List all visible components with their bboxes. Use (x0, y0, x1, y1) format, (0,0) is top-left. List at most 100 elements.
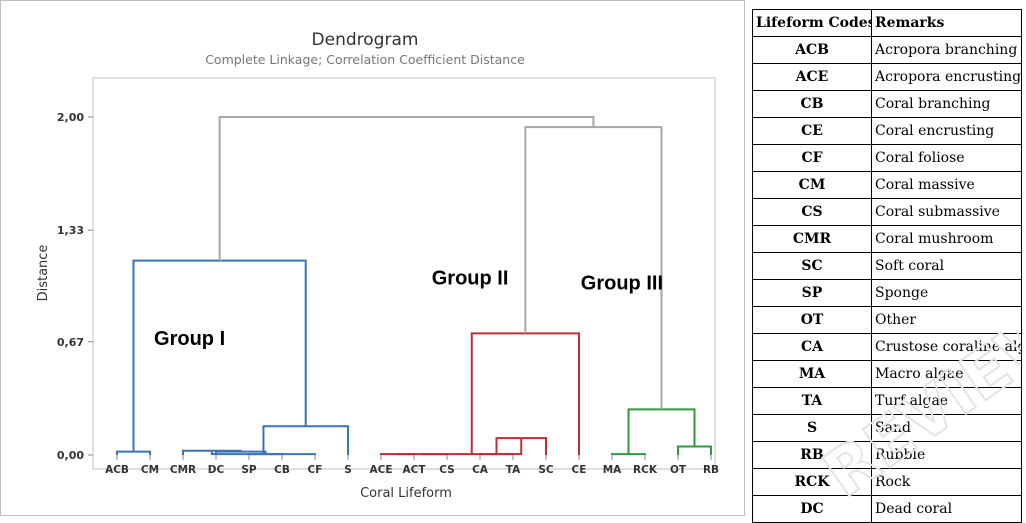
plot-area (92, 77, 716, 470)
remark-cell: Coral branching (871, 90, 1022, 118)
table-row: CMR Coral mushroom (752, 225, 1022, 253)
lifeform-code-cell: RCK (752, 468, 872, 496)
leaf-label: CA (472, 464, 489, 476)
table-row: DC Dead coral (752, 495, 1022, 523)
remark-cell: Coral mushroom (871, 225, 1022, 253)
leaf-label: CS (439, 464, 454, 476)
remark-cell: Rock (871, 468, 1022, 496)
leaf-label: ACE (369, 464, 392, 476)
remark-cell: Soft coral (871, 252, 1022, 280)
leaf-label: SP (241, 464, 257, 476)
y-axis-label: Distance (36, 245, 51, 302)
dendrogram-link-n6 (262, 425, 349, 455)
remark-cell: Coral submassive (871, 198, 1022, 226)
leaf-labels: ACB CM CMR DC SP CB CF S ACE ACT CS CA TA SC CE MA RCK OT… (105, 455, 719, 476)
remark-cell: Acropora encrusting (871, 63, 1022, 91)
dendrogram-chart: Dendrogram Complete Linkage; Correlation… (36, 30, 719, 501)
dendrogram-links (116, 116, 712, 456)
leaf-label: TA (506, 464, 521, 476)
group-annotations: Group I Group II Group III (154, 267, 663, 350)
lifeform-code-cell: CM (752, 171, 872, 199)
table-row: TA Turf algae (752, 387, 1022, 415)
leaf-label: ACB (105, 464, 129, 476)
table-row: CB Coral branching (752, 90, 1022, 118)
lifeform-code-cell: SC (752, 252, 872, 280)
remark-cell: Coral foliose (871, 144, 1022, 172)
dendrogram-link-n15 (611, 453, 646, 456)
table-row: ACB Acropora branching (752, 36, 1022, 64)
table-row: CE Coral encrusting (752, 117, 1022, 145)
lifeform-code-cell: CE (752, 117, 872, 145)
leaf-label: S (344, 464, 352, 476)
leaf-label: ACT (403, 464, 427, 476)
leaf-label: RB (703, 464, 719, 476)
lifeform-code-cell: CF (752, 144, 872, 172)
remark-cell: Rubble (871, 441, 1022, 469)
table-row: OT Other (752, 306, 1022, 334)
dendrogram-link-n13 (470, 332, 580, 455)
table-row: SP Sponge (752, 279, 1022, 307)
lifeform-code-cell: ACB (752, 36, 872, 64)
remark-cell: Dead coral (871, 495, 1022, 523)
dendrogram-link-n17 (524, 126, 663, 410)
y-tick-label: 0,00 (57, 449, 84, 462)
table-body: ACB Acropora branching ACE Acropora encrust… (752, 36, 1022, 523)
dendrogram-link-n18 (218, 116, 595, 261)
remark-cell: Coral massive (871, 171, 1022, 199)
leaf-label: SC (538, 464, 554, 476)
table-row: CS Coral submassive (752, 198, 1022, 226)
remark-cell: Coral encrusting (871, 117, 1022, 145)
dendrogram-link-n7 (132, 259, 307, 452)
remark-cell: Turf algae (871, 387, 1022, 415)
header-remarks: Remarks (871, 9, 1022, 37)
x-axis-label: Coral Lifeform (360, 486, 452, 501)
table-row: CF Coral foliose (752, 144, 1022, 172)
table-row: S Sand (752, 414, 1022, 442)
table-row: RB Rubble (752, 441, 1022, 469)
lifeform-code-cell: SP (752, 279, 872, 307)
table-row: CM Coral massive (752, 171, 1022, 199)
table-row: ACE Acropora encrusting (752, 63, 1022, 91)
lifeform-code-cell: CS (752, 198, 872, 226)
lifeform-code-cell: CB (752, 90, 872, 118)
lifeform-code-cell: DC (752, 495, 872, 523)
remark-cell: Sand (871, 414, 1022, 442)
header-lifeform-codes: Lifeform Codes (752, 9, 872, 37)
lifeform-codes-table: Lifeform Codes Remarks ACB Acropora branc… (752, 9, 1022, 523)
leaf-label: CE (572, 464, 587, 476)
group-label: Group III (581, 272, 663, 294)
lifeform-code-cell: ACE (752, 63, 872, 91)
leaf-label: OT (670, 464, 687, 476)
lifeform-code-cell: MA (752, 360, 872, 388)
remark-cell: Sponge (871, 279, 1022, 307)
leaf-label: CF (308, 464, 323, 476)
leaf-label: MA (603, 464, 622, 476)
lifeform-code-cell: CA (752, 333, 872, 361)
lifeform-code-cell: TA (752, 387, 872, 415)
leaf-label: DC (208, 464, 225, 476)
lifeform-code-cell: RB (752, 441, 872, 469)
leaf-label: CM (141, 464, 159, 476)
remark-cell: Other (871, 306, 1022, 334)
table-header-row: Lifeform Codes Remarks (752, 9, 1022, 37)
remark-cell: Crustose coraline algae (871, 333, 1022, 361)
lifeform-code-cell: OT (752, 306, 872, 334)
leaf-label: CMR (170, 464, 196, 476)
chart-subtitle: Complete Linkage; Correlation Coefficien… (205, 52, 525, 67)
leaf-label: RCK (633, 464, 658, 476)
group-label: Group II (432, 267, 509, 289)
remark-cell: Macro algae (871, 360, 1022, 388)
dendrogram-link-n1 (116, 450, 151, 455)
y-tick-label: 2,00 (57, 111, 84, 124)
table-row: RCK Rock (752, 468, 1022, 496)
y-tick-label: 0,67 (57, 336, 84, 349)
table-row: SC Soft coral (752, 252, 1022, 280)
y-axis: 0,00 0,67 1,33 2,00 (57, 111, 93, 462)
lifeform-code-cell: CMR (752, 225, 872, 253)
table-row: MA Macro algae (752, 360, 1022, 388)
chart-title: Dendrogram (312, 30, 419, 50)
dendrogram-link-n14 (677, 445, 712, 455)
remark-cell: Acropora branching (871, 36, 1022, 64)
y-tick-label: 1,33 (57, 224, 84, 237)
